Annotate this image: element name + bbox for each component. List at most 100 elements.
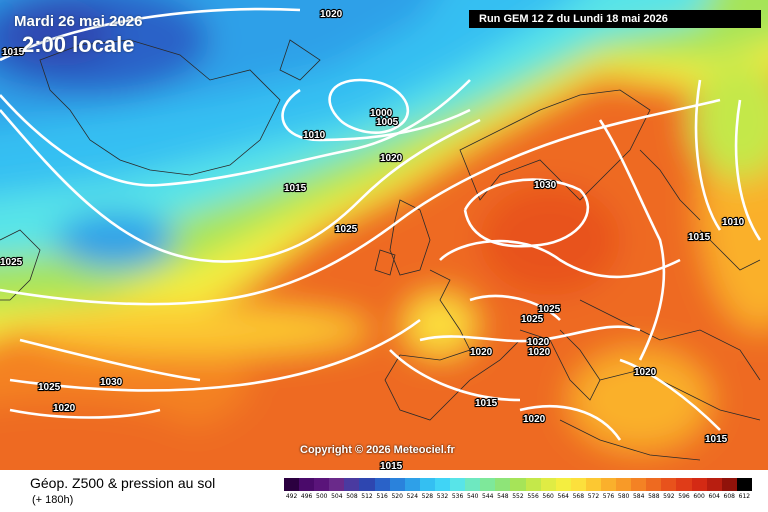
legend-swatch	[344, 478, 360, 491]
legend-swatch	[600, 478, 617, 491]
legend-label: 612	[738, 493, 751, 500]
legend-label: 596	[678, 493, 690, 500]
geopotential-field	[0, 0, 768, 470]
legend-swatch	[495, 478, 511, 491]
legend-swatch	[676, 478, 692, 491]
isobar-label: 1025	[0, 257, 23, 268]
legend-swatch	[299, 478, 315, 491]
isobar-label: 1010	[722, 217, 745, 228]
isobar-label: 1015	[284, 183, 307, 194]
isobar-label: 1020	[320, 9, 343, 20]
legend-swatch	[570, 478, 586, 491]
isobar-label: 1020	[634, 367, 657, 378]
legend-label: 584	[632, 493, 645, 500]
legend-label: 548	[497, 493, 509, 500]
forecast-time: 2:00 locale	[22, 32, 135, 57]
legend-label: 512	[361, 493, 373, 500]
legend-label: 600	[693, 493, 705, 500]
isobar-label: 1020	[380, 153, 403, 164]
legend-swatch	[374, 478, 390, 491]
legend-swatch	[661, 478, 677, 491]
legend-label: 588	[648, 493, 660, 500]
isobar-label: 1020	[523, 414, 546, 425]
legend-swatch	[404, 478, 420, 491]
isobar-labels: 1020 1015 1000 1005 1010 1020 1015 1025 …	[0, 8, 746, 470]
isobar-label: 1025	[538, 304, 561, 315]
legend-swatch	[691, 478, 707, 491]
legend-swatch	[706, 478, 722, 491]
legend-label: 568	[572, 493, 585, 500]
isobar-label: 1025	[521, 314, 544, 325]
legend-swatch	[434, 478, 451, 491]
legend-label: 556	[527, 493, 539, 500]
legend-label: 576	[602, 493, 615, 500]
legend-label: 552	[512, 493, 524, 500]
legend-label: 544	[482, 493, 494, 500]
weather-map: 1020 1015 1000 1005 1010 1020 1015 1025 …	[0, 0, 768, 470]
legend-swatch	[631, 478, 647, 491]
legend-label: 492	[285, 493, 298, 500]
footer: Géop. Z500 & pression au sol (+ 180h) 49…	[0, 470, 768, 512]
legend-swatch	[616, 478, 632, 491]
legend-label: 524	[406, 493, 419, 500]
legend-swatch	[525, 478, 541, 491]
legend-swatch	[540, 478, 556, 491]
legend-label: 508	[346, 493, 358, 500]
legend-label: 604	[708, 493, 720, 500]
legend-label: 500	[316, 493, 328, 500]
legend-swatch	[721, 478, 737, 491]
legend-label: 580	[617, 493, 630, 500]
legend-swatch	[314, 478, 330, 491]
legend-label: 536	[451, 493, 464, 500]
legend-label: 516	[376, 493, 388, 500]
legend-label: 532	[436, 493, 449, 500]
isobar-label: 1010	[303, 130, 326, 141]
legend-swatch	[450, 478, 466, 491]
isobar-label: 1030	[100, 377, 123, 388]
legend-label: 504	[331, 493, 343, 500]
legend-swatch	[736, 478, 752, 491]
legend-label: 528	[421, 493, 434, 500]
legend-swatch	[359, 478, 375, 491]
legend-swatch	[646, 478, 662, 491]
legend-label: 592	[663, 493, 675, 500]
map-title: Géop. Z500 & pression au sol	[30, 475, 216, 491]
legend-label: 496	[300, 493, 313, 500]
isobar-label: 1015	[2, 47, 25, 58]
isobar-label: 1015	[705, 434, 728, 445]
legend-swatch	[510, 478, 526, 491]
forecast-range: (+ 180h)	[32, 494, 74, 506]
isobar-label: 1005	[376, 117, 399, 128]
legend-label: 540	[466, 493, 479, 500]
isobar-label: 1025	[38, 382, 61, 393]
legend-swatch	[284, 478, 300, 491]
isobar-label: 1020	[53, 403, 76, 414]
legend-swatch	[585, 478, 601, 491]
legend-label: 520	[391, 493, 403, 500]
legend-swatch	[480, 478, 496, 491]
isobars	[0, 7, 762, 441]
isobar-label: 1015	[380, 461, 403, 470]
legend-label: 560	[542, 493, 554, 500]
legend-swatch	[419, 478, 435, 491]
isobar-label: 1025	[335, 224, 358, 235]
legend-value-labels: 492 496 500 504 508 512 516 520 524 528 532 536 540 5…	[284, 493, 752, 503]
legend-label: 564	[557, 493, 569, 500]
legend-swatch	[465, 478, 481, 491]
legend-label: 572	[587, 493, 600, 500]
isobar-label: 1020	[470, 347, 493, 358]
isobar-label: 1030	[534, 180, 557, 191]
copyright-notice: Copyright © 2026 Meteociel.fr	[300, 444, 455, 456]
isobar-label: 1020	[527, 337, 550, 348]
color-legend: 492 496 500 504 508 512 516 520 524 528 532 536 540 5…	[284, 478, 752, 506]
legend-swatch	[389, 478, 405, 491]
isobar-label: 1015	[475, 398, 498, 409]
isobar-label: 1000	[370, 108, 393, 119]
forecast-date: Mardi 26 mai 2026	[14, 13, 143, 30]
legend-color-bar	[284, 478, 752, 491]
legend-swatch	[329, 478, 345, 491]
isobar-label: 1020	[528, 347, 551, 358]
isobar-label: 1015	[688, 232, 711, 243]
legend-swatch	[555, 478, 571, 491]
legend-label: 608	[723, 493, 735, 500]
